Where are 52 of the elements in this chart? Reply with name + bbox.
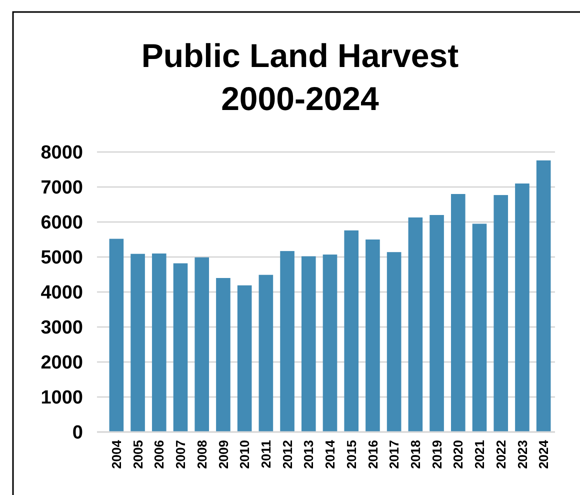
bar [194,257,210,432]
bar [408,217,423,432]
bar [109,238,124,432]
chart-title: Public Land Harvest 2000-2024 [141,37,459,117]
bar [322,254,338,432]
y-tick-label: 4000 [40,282,83,304]
x-tick-label: 2017 [386,440,402,469]
x-tick-label: 2013 [301,440,316,469]
bar [280,251,294,432]
bar [173,263,188,432]
x-tick-label: 2020 [450,440,466,469]
x-tick-label: 2008 [194,440,210,469]
y-tick-label: 6000 [40,212,83,234]
bar [216,278,230,432]
y-tick-label: 8000 [40,142,83,164]
bar [494,195,508,432]
x-tick-label: 2014 [322,439,338,469]
x-tick-label: 2019 [429,440,444,469]
bar [130,254,145,432]
x-tick-label: 2018 [408,440,423,469]
bar [258,274,274,432]
x-tick-label: 2010 [237,440,252,469]
y-tick-label: 3000 [40,318,83,339]
bar [301,256,316,432]
x-tick-label: 2016 [365,440,380,469]
bar [450,194,466,432]
bar [472,224,487,432]
y-tick-label: 2000 [40,352,83,374]
y-tick-label: 5000 [40,248,83,269]
x-tick-label: 2024 [536,439,552,469]
x-tick-label: 2009 [216,440,231,469]
x-tick-label: 2015 [344,440,359,469]
bar [366,240,380,432]
bar [344,230,359,432]
x-tick-label: 2006 [152,440,167,469]
y-tick-label: 0 [72,422,83,444]
x-tick-label: 2004 [108,439,124,469]
bar [152,254,166,432]
y-tick-label: 7000 [40,178,83,199]
x-tick-label: 2023 [514,440,530,469]
bar [237,285,252,432]
x-tick-label: 2021 [472,440,488,469]
bar [430,215,444,432]
y-tick-label: 1000 [40,388,83,409]
x-tick-label: 2012 [280,440,295,469]
x-tick-label: 2022 [493,440,508,469]
x-tick-label: 2005 [130,440,146,469]
bar [536,160,551,432]
x-tick-label: 2007 [173,440,188,469]
bar [515,184,530,432]
x-tick-label: 2011 [258,440,274,468]
bar [386,252,402,432]
